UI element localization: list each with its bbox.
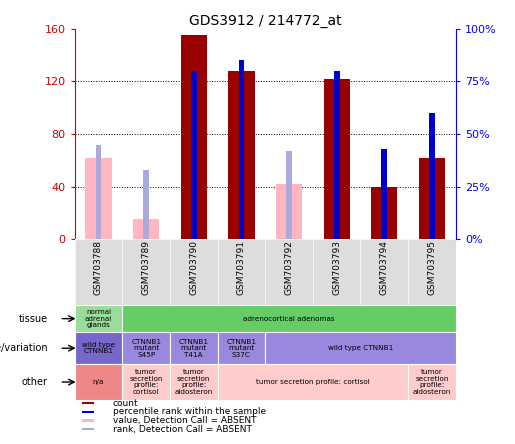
- Bar: [429, 113, 435, 239]
- Bar: [82, 428, 94, 431]
- Text: GSM703791: GSM703791: [237, 241, 246, 295]
- Bar: [85, 158, 112, 239]
- Bar: [75, 333, 123, 364]
- Bar: [75, 305, 123, 333]
- Bar: [382, 149, 387, 239]
- Bar: [217, 333, 265, 364]
- Bar: [408, 364, 456, 400]
- Bar: [123, 333, 170, 364]
- Bar: [75, 364, 123, 400]
- Text: genotype/variation: genotype/variation: [0, 343, 48, 353]
- Bar: [217, 364, 408, 400]
- Bar: [334, 71, 339, 239]
- Text: wild type
CTNNB1: wild type CTNNB1: [82, 342, 115, 354]
- Bar: [371, 186, 398, 239]
- Bar: [419, 158, 445, 239]
- Text: rank, Detection Call = ABSENT: rank, Detection Call = ABSENT: [113, 425, 252, 434]
- Bar: [323, 79, 350, 239]
- Bar: [170, 333, 217, 364]
- Text: GSM703789: GSM703789: [142, 241, 150, 295]
- Text: wild type CTNNB1: wild type CTNNB1: [328, 345, 393, 351]
- Bar: [265, 333, 456, 364]
- Bar: [82, 420, 94, 422]
- Text: tissue: tissue: [19, 313, 48, 324]
- Text: CTNNB1
mutant
S45P: CTNNB1 mutant S45P: [131, 339, 161, 358]
- Text: normal
adrenal
glands: normal adrenal glands: [85, 309, 112, 328]
- Text: tumor secretion profile: cortisol: tumor secretion profile: cortisol: [256, 379, 370, 385]
- Text: GSM703794: GSM703794: [380, 241, 389, 295]
- Text: tumor
secretion
profile:
cortisol: tumor secretion profile: cortisol: [129, 369, 163, 395]
- Text: tumor
secretion
profile:
aldosteron: tumor secretion profile: aldosteron: [413, 369, 451, 395]
- Bar: [82, 411, 94, 413]
- Text: count: count: [113, 399, 139, 408]
- Bar: [276, 184, 302, 239]
- Bar: [143, 170, 149, 239]
- Bar: [170, 364, 217, 400]
- Bar: [96, 144, 101, 239]
- Text: GSM703788: GSM703788: [94, 241, 103, 295]
- Text: tumor
secretion
profile:
aldosteron: tumor secretion profile: aldosteron: [175, 369, 213, 395]
- Text: CTNNB1
mutant
T41A: CTNNB1 mutant T41A: [179, 339, 209, 358]
- Text: GSM703792: GSM703792: [285, 241, 294, 295]
- Title: GDS3912 / 214772_at: GDS3912 / 214772_at: [189, 14, 341, 28]
- Bar: [82, 402, 94, 404]
- Bar: [286, 151, 292, 239]
- Bar: [181, 36, 207, 239]
- Bar: [123, 364, 170, 400]
- Text: GSM703790: GSM703790: [190, 241, 198, 295]
- Bar: [238, 60, 244, 239]
- Text: value, Detection Call = ABSENT: value, Detection Call = ABSENT: [113, 416, 256, 425]
- Text: percentile rank within the sample: percentile rank within the sample: [113, 408, 266, 416]
- Text: CTNNB1
mutant
S37C: CTNNB1 mutant S37C: [227, 339, 256, 358]
- Text: adrenocortical adenomas: adrenocortical adenomas: [243, 316, 335, 321]
- Bar: [191, 71, 197, 239]
- Bar: [228, 71, 254, 239]
- Text: GSM703793: GSM703793: [332, 241, 341, 295]
- Text: GSM703795: GSM703795: [427, 241, 436, 295]
- Text: other: other: [22, 377, 48, 387]
- Bar: [123, 305, 456, 333]
- Bar: [133, 219, 159, 239]
- Text: n/a: n/a: [93, 379, 104, 385]
